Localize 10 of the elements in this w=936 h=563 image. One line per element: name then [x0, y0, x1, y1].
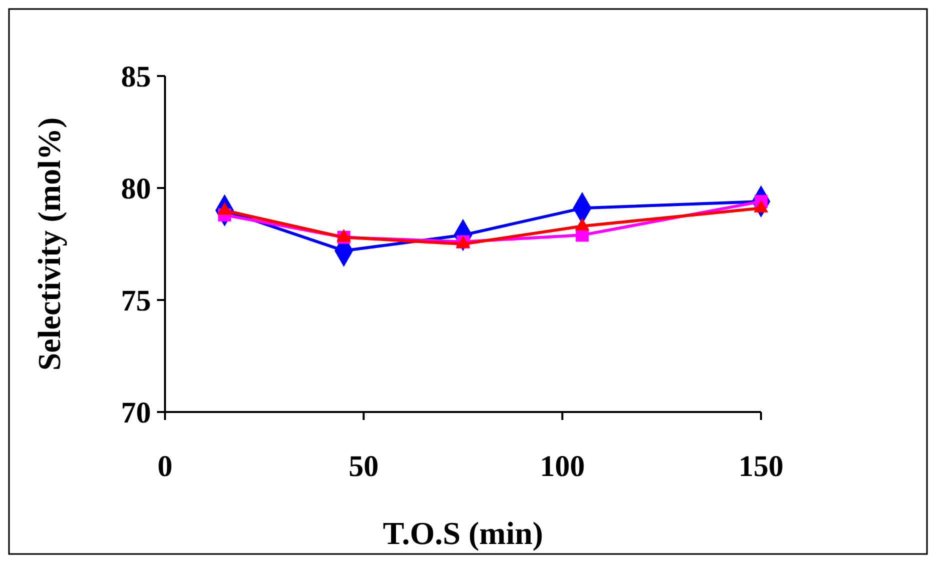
x-tick-label: 0 [158, 450, 172, 483]
x-axis-title: T.O.S (min) [382, 515, 544, 551]
y-axis-title: Selectivity (mol%) [31, 117, 67, 371]
y-tick-label: 75 [121, 284, 151, 318]
y-tick-label: 85 [121, 60, 151, 94]
x-tick-label: 100 [540, 450, 585, 483]
y-tick-label: 70 [121, 396, 151, 430]
x-tick-label: 50 [348, 450, 379, 483]
x-tick-label: 150 [738, 450, 784, 483]
y-tick-label: 80 [121, 172, 151, 206]
